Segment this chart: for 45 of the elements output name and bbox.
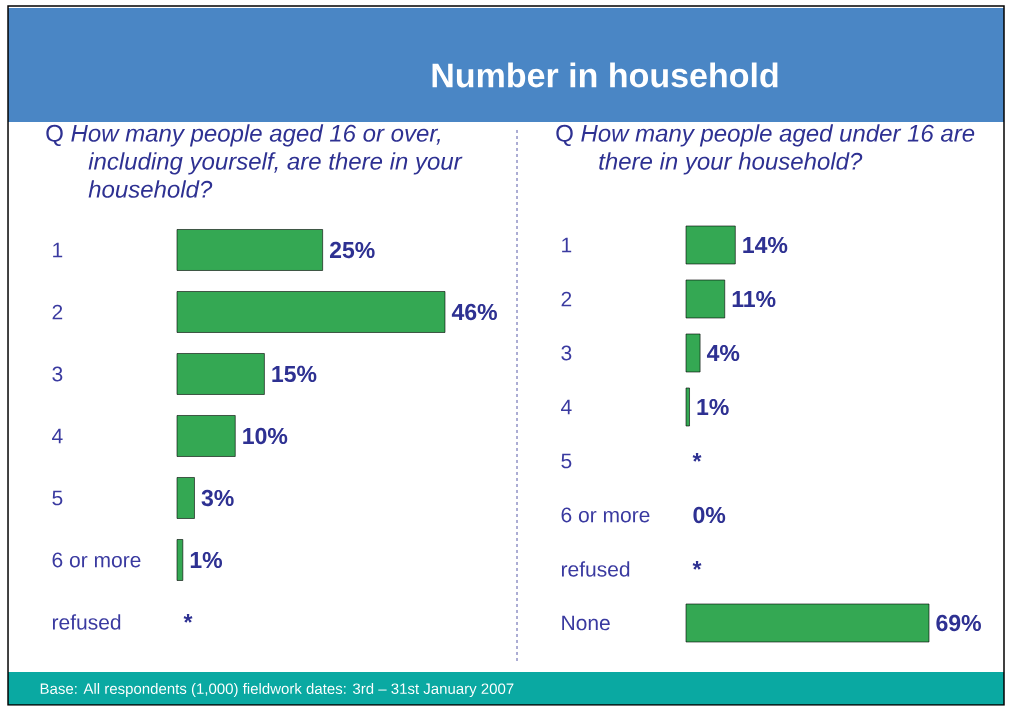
chart-subtitle: Q How many people aged 16 or over, including yourself, are there in your household? [46,124,463,198]
bar [176,415,236,457]
bar [685,279,726,319]
bar [176,477,195,519]
bar [685,225,736,265]
y-tick-label: 3 [52,366,63,382]
bar [685,387,690,427]
data-label: 0% [693,506,726,524]
bar [685,333,701,373]
y-tick-label: 1 [562,237,572,253]
y-tick-label: 4 [52,428,63,444]
data-label: 10% [243,427,288,445]
y-tick-label: 2 [561,291,572,307]
y-tick-label: None [562,615,610,631]
text: * [692,453,702,462]
data-label: 25% [329,241,375,259]
y-tick-label: refused [561,561,630,577]
bar [176,353,265,395]
y-tick-label: refused [52,614,121,630]
data-label: 15% [272,366,317,383]
y-tick-label: 6 or more [561,507,650,523]
bar [176,291,446,333]
bar [176,229,323,271]
data-label: 1% [697,399,729,416]
y-tick-label: 3 [561,345,572,361]
data-label: 14% [743,237,788,254]
data-label: 11% [732,291,776,308]
text: * [183,614,193,623]
data-label: 1% [190,552,223,569]
y-tick-label: 2 [52,304,63,320]
y-tick-label: 4 [561,399,572,415]
text: * [692,561,702,570]
text: Number in household [432,62,778,88]
text: Base: All respondents (1,000) fieldwork dates: 3rd – 31st January 2007 [40,683,514,698]
y-tick-label: 5 [52,490,63,506]
bar [176,539,184,581]
chart-subtitle: Q How many people aged under 16 are there in your household? [556,124,975,175]
y-tick-label: 6 or more [52,552,141,568]
data-label: 3% [201,489,234,507]
data-label: 69% [936,614,981,632]
bar [685,603,930,643]
y-tick-label: 5 [561,453,572,469]
y-tick-label: 1 [53,242,63,258]
data-label: 4% [706,345,740,362]
data-label: 46% [451,303,497,321]
